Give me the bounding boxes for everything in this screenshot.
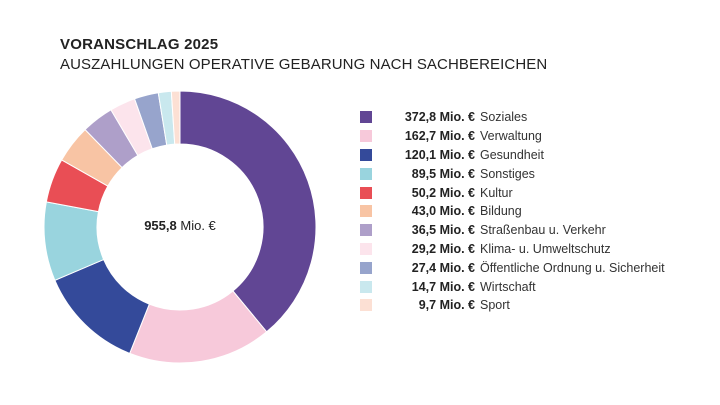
legend-item: 36,5 Mio. € Straßenbau u. Verkehr (360, 221, 665, 240)
legend-label: Klima- u. Umweltschutz (480, 241, 611, 256)
legend-value: 29,2 Mio. € (411, 241, 475, 256)
legend-value: 43,0 Mio. € (411, 204, 475, 219)
legend-swatch (360, 167, 372, 180)
legend-value: 9,7 Mio. € (418, 298, 475, 313)
donut-center-total: 955,8 Mio. € (100, 218, 260, 233)
legend-label: Kultur (480, 185, 513, 200)
legend-item: 14,7 Mio. € Wirtschaft (360, 277, 665, 296)
legend: 372,8 Mio. € Soziales 162,7 Mio. € Verwaltu… (360, 108, 665, 315)
legend-label: Soziales (480, 110, 528, 125)
legend-label: Wirtschaft (480, 279, 536, 294)
legend-swatch (360, 111, 372, 124)
legend-label: Gesundheit (480, 147, 544, 162)
legend-swatch (360, 224, 372, 237)
legend-swatch (360, 261, 372, 274)
legend-item: 43,0 Mio. € Bildung (360, 202, 665, 221)
legend-swatch (360, 242, 372, 255)
legend-value: 372,8 Mio. € (404, 110, 475, 125)
legend-item: 372,8 Mio. € Soziales (360, 108, 665, 127)
legend-item: 162,7 Mio. € Verwaltung (360, 127, 665, 146)
donut-slice-soziales (179, 90, 317, 333)
legend-label: Sonstiges (480, 166, 535, 181)
legend-item: 89,5 Mio. € Sonstiges (360, 164, 665, 183)
total-unit: Mio. € (180, 218, 216, 233)
legend-swatch (360, 130, 372, 143)
legend-value: 27,4 Mio. € (411, 260, 475, 275)
legend-swatch (360, 205, 372, 218)
legend-label: Öffentliche Ordnung u. Sicherheit (480, 260, 665, 275)
legend-value: 50,2 Mio. € (411, 185, 475, 200)
legend-swatch (360, 280, 372, 293)
legend-swatch (360, 299, 372, 312)
legend-item: 29,2 Mio. € Klima- u. Umweltschutz (360, 240, 665, 259)
legend-item: 9,7 Mio. € Sport (360, 296, 665, 315)
chart-subtitle: AUSZAHLUNGEN OPERATIVE GEBARUNG NACH SAC… (60, 56, 548, 73)
donut-slice-sport (170, 90, 181, 145)
legend-item: 27,4 Mio. € Öffentliche Ordnung u. Sicher… (360, 258, 665, 277)
legend-value: 162,7 Mio. € (404, 129, 475, 144)
legend-label: Straßenbau u. Verkehr (480, 223, 606, 238)
legend-item: 120,1 Mio. € Gesundheit (360, 146, 665, 165)
legend-value: 120,1 Mio. € (404, 147, 475, 162)
legend-swatch (360, 148, 372, 161)
legend-swatch (360, 186, 372, 199)
legend-value: 89,5 Mio. € (411, 166, 475, 181)
legend-value: 14,7 Mio. € (411, 279, 475, 294)
legend-item: 50,2 Mio. € Kultur (360, 183, 665, 202)
legend-label: Sport (480, 298, 510, 313)
legend-label: Verwaltung (480, 129, 542, 144)
chart-title: VORANSCHLAG 2025 (60, 36, 219, 53)
total-value: 955,8 (144, 218, 177, 233)
legend-label: Bildung (480, 204, 522, 219)
legend-value: 36,5 Mio. € (411, 223, 475, 238)
